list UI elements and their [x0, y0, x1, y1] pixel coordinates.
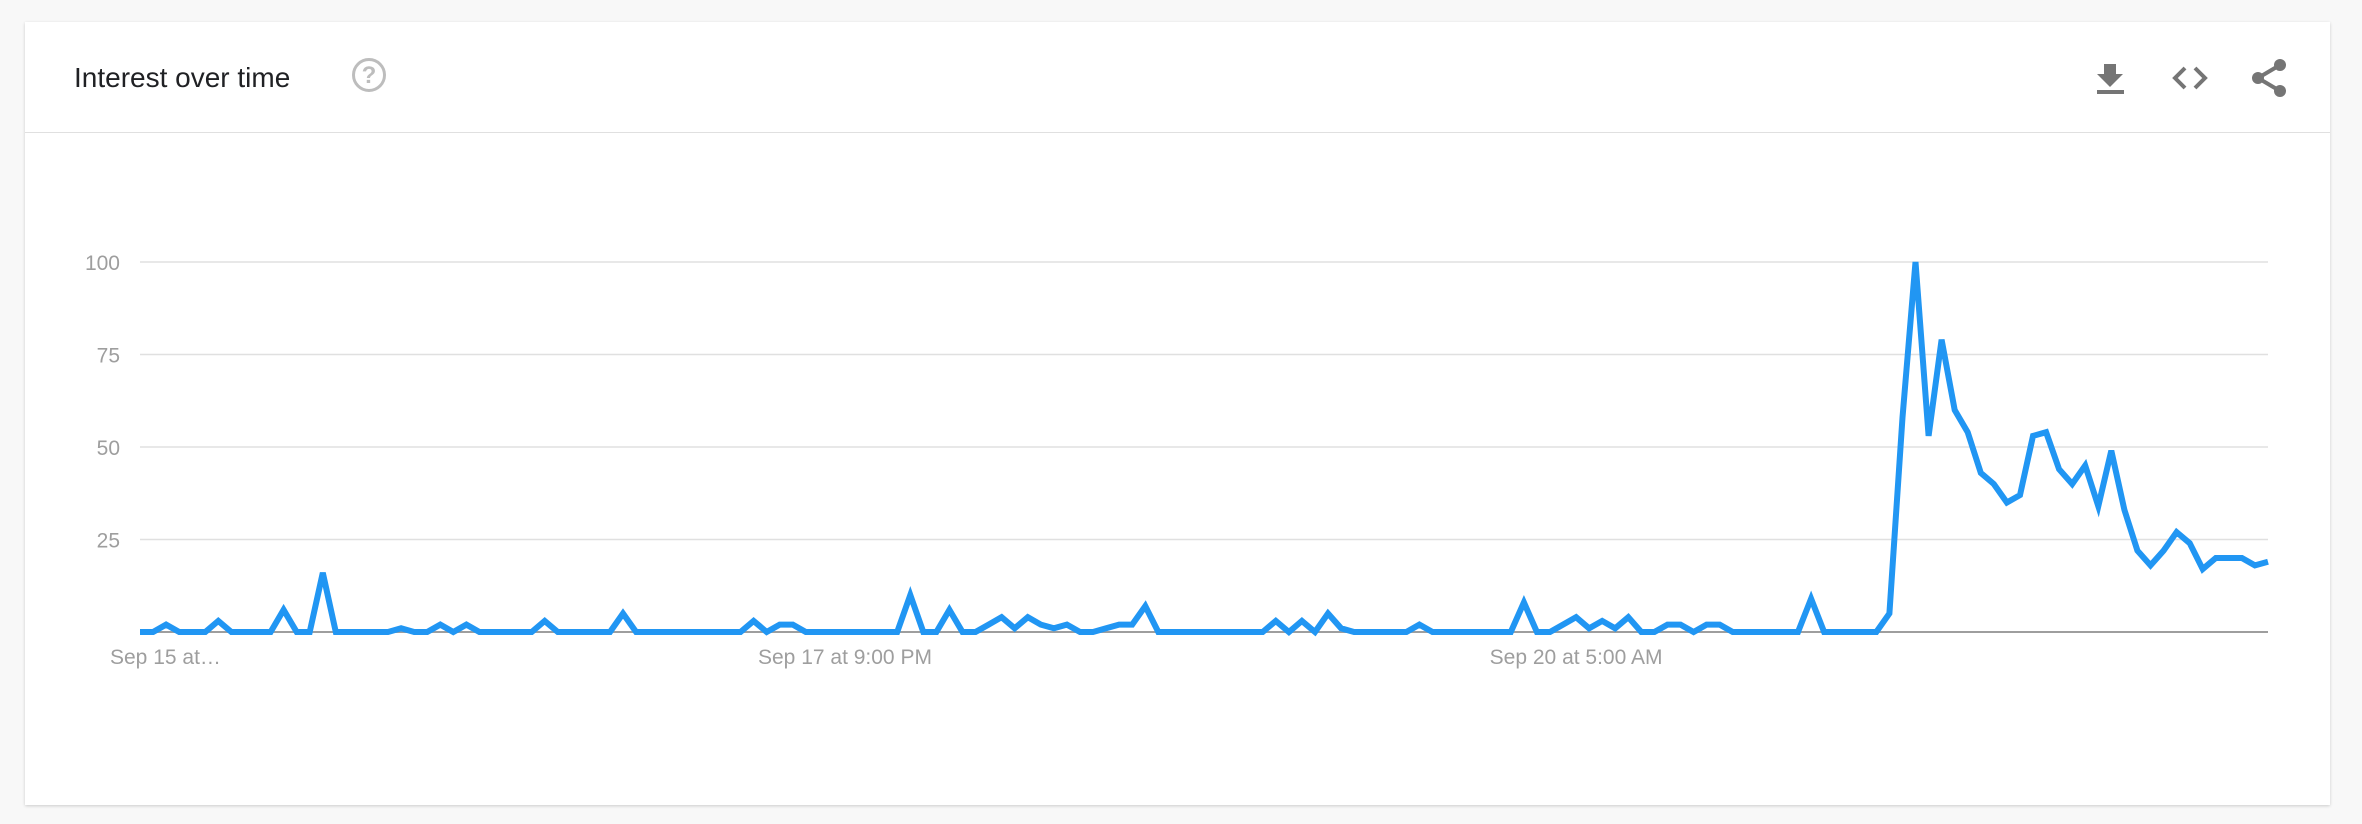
- y-tick-label: 25: [97, 530, 120, 553]
- share-icon[interactable]: [2250, 58, 2290, 98]
- card-title: Interest over time: [74, 62, 291, 93]
- x-tick-label: Sep 17 at 9:00 PM: [758, 646, 932, 669]
- interest-over-time-card: Interest over time ? 25 50 75 100 Sep 15 at……: [25, 22, 2330, 805]
- y-tick-label: 100: [85, 252, 120, 275]
- y-tick-label: 75: [97, 345, 120, 368]
- x-tick-label: Sep 20 at 5:00 AM: [1490, 646, 1663, 669]
- line-chart: 25 50 75 100 Sep 15 at… Sep 17 at 9:00 PM Sep …: [85, 252, 2269, 669]
- series-line: [140, 261, 2269, 637]
- embed-code-icon[interactable]: [2170, 58, 2210, 98]
- x-tick-label: Sep 15 at…: [110, 646, 221, 669]
- help-circle-icon[interactable]: ?: [352, 58, 386, 92]
- download-icon[interactable]: [2090, 58, 2130, 98]
- card-header: Interest over time ?: [25, 22, 2330, 133]
- y-tick-label: 50: [97, 437, 120, 460]
